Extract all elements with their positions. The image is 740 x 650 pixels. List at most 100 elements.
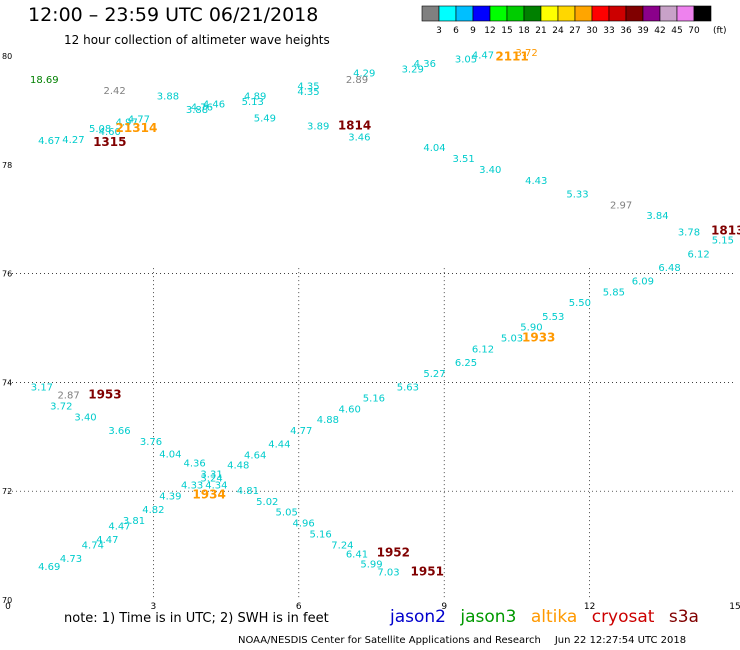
wave-height-point: 4.82 [142,505,164,516]
wave-height-point: 2.97 [610,200,632,211]
wave-height-point: 4.60 [339,404,361,415]
y-tick-label: 80 [2,52,12,61]
wave-height-point: 2.87 [57,391,79,402]
pass-time-label: 1814 [338,118,371,132]
pass-time-label: 1934 [192,487,225,501]
wave-height-point: 5.53 [542,312,564,323]
wave-height-point: 3.76 [140,437,162,448]
satellite-cryosat: cryosat [591,607,655,627]
wave-height-point: 4.35 [297,87,319,98]
colorbar-label: 9 [470,26,476,35]
satellite-legend: jason2 jason3 altika cryosat s3a [390,607,708,627]
wave-height-point: 3.72 [50,402,72,413]
pass-time-label: 1951 [411,565,444,579]
x-tick-label: 0 [5,602,11,610]
wave-height-point: 4.29 [353,69,375,80]
wave-height-point: 5.99 [360,559,382,570]
wave-height-point: 4.77 [290,426,312,437]
x-tick-label: 15 [729,602,740,610]
wave-height-point: 3.84 [646,211,668,222]
wave-height-point: 5.08 [89,124,111,135]
colorbar-label: 12 [484,26,495,35]
pass-time-label: 1315 [93,135,126,149]
wave-height-point: 4.97 [116,118,138,129]
wave-height-point: 4.64 [244,451,266,462]
wave-height-point: 5.27 [423,369,445,380]
wave-height-point: 4.88 [317,415,339,426]
wave-height-point: 4.67 [38,136,60,147]
wave-height-point: 5.16 [363,393,385,404]
wave-height-point: 4.77 [128,114,150,125]
wave-height-point: 6.09 [632,276,654,287]
satellite-jason3: jason3 [460,607,517,627]
credit-timestamp: Jun 22 12:27:54 UTC 2018 [554,635,687,646]
page-subtitle: 12 hour collection of altimeter wave hei… [64,33,330,47]
colorbar-label: 30 [586,26,598,35]
wave-height-point: 4.39 [159,491,181,502]
wave-height-point: 5.90 [520,323,542,334]
x-tick-label: 9 [441,602,447,610]
wave-height-point: 4.81 [237,486,259,497]
colorbar-label: 21 [535,26,546,35]
pass-time-label: 2111 [495,49,528,63]
wave-height-point: 5.03 [501,334,523,345]
satellite-s3a: s3a [668,607,699,627]
wave-height-point: 4.35 [297,82,319,93]
wave-height-point: 3.29 [402,64,424,75]
wave-height-point: 6.48 [658,263,680,274]
wave-height-point: 4.60 [99,127,121,138]
colorbar-label: 24 [552,26,564,35]
wave-height-point: 6.12 [688,249,710,260]
wave-height-point: 7.03 [377,568,399,579]
wave-height-point: 3.72 [515,48,537,59]
colorbar-legend: 3 6 9 12 15 18 21 24 27 30 33 36 39 42 45 70 (ft) [421,5,727,35]
colorbar-label: 42 [654,26,665,35]
wave-height-point: 5.02 [256,497,278,508]
pass-time-label: 1952 [377,545,410,559]
y-tick-label: 74 [2,378,12,387]
wave-height-point: 4.48 [227,460,249,471]
wave-height-point: 3.46 [348,132,370,143]
x-tick-label: 3 [151,602,157,610]
colorbar-label: 6 [453,26,459,35]
wave-height-point: 3.88 [157,92,179,103]
credit-line: NOAA/NESDIS Center for Satellite Applica… [238,635,686,646]
wave-height-point: 3.05 [455,55,477,66]
colorbar-label: 39 [637,26,649,35]
wave-height-point: 4.89 [244,92,266,103]
wave-height-point: 4.27 [62,135,84,146]
wave-height-point: 4.69 [38,562,60,573]
y-tick-label: 78 [2,161,12,170]
colorbar-label: 70 [688,26,700,35]
y-tick-label: 72 [2,487,12,496]
wave-height-point: 5.49 [254,113,276,124]
wave-height-point: 7.24 [331,540,353,551]
wave-height-point: 4.96 [293,519,315,530]
wave-height-point: 4.74 [82,540,104,551]
wave-height-point: 5.13 [242,97,264,108]
wave-height-point: 5.05 [276,508,298,519]
wave-height-point: 4.36 [183,459,205,470]
wave-height-point: 3.88 [186,105,208,116]
wave-height-point: 3.78 [678,228,700,239]
wave-height-point: 5.63 [397,383,419,394]
wave-height-point: 4.43 [525,176,547,187]
wave-height-point: 4.47 [472,51,494,62]
colorbar-label: 3 [436,26,442,35]
colorbar-label: 27 [569,26,580,35]
wave-height-point: 6.12 [472,344,494,355]
colorbar-swatch [693,5,712,22]
page-title: 12:00 – 23:59 UTC 06/21/2018 [28,4,319,26]
pass-time-label: 1953 [88,388,121,402]
wave-height-point: 4.44 [268,440,290,451]
satellite-jason2: jason2 [390,607,446,627]
colorbar-label: 45 [671,26,682,35]
wave-height-point: 4.04 [159,449,181,460]
colorbar-label: 15 [501,26,512,35]
colorbar-label: 18 [518,26,530,35]
wave-height-point: 3.40 [74,412,96,423]
wave-height-point: 4.33 [181,480,203,491]
y-tick-label: 76 [2,270,12,279]
footnote: note: 1) Time is in UTC; 2) SWH is in fe… [64,611,329,626]
